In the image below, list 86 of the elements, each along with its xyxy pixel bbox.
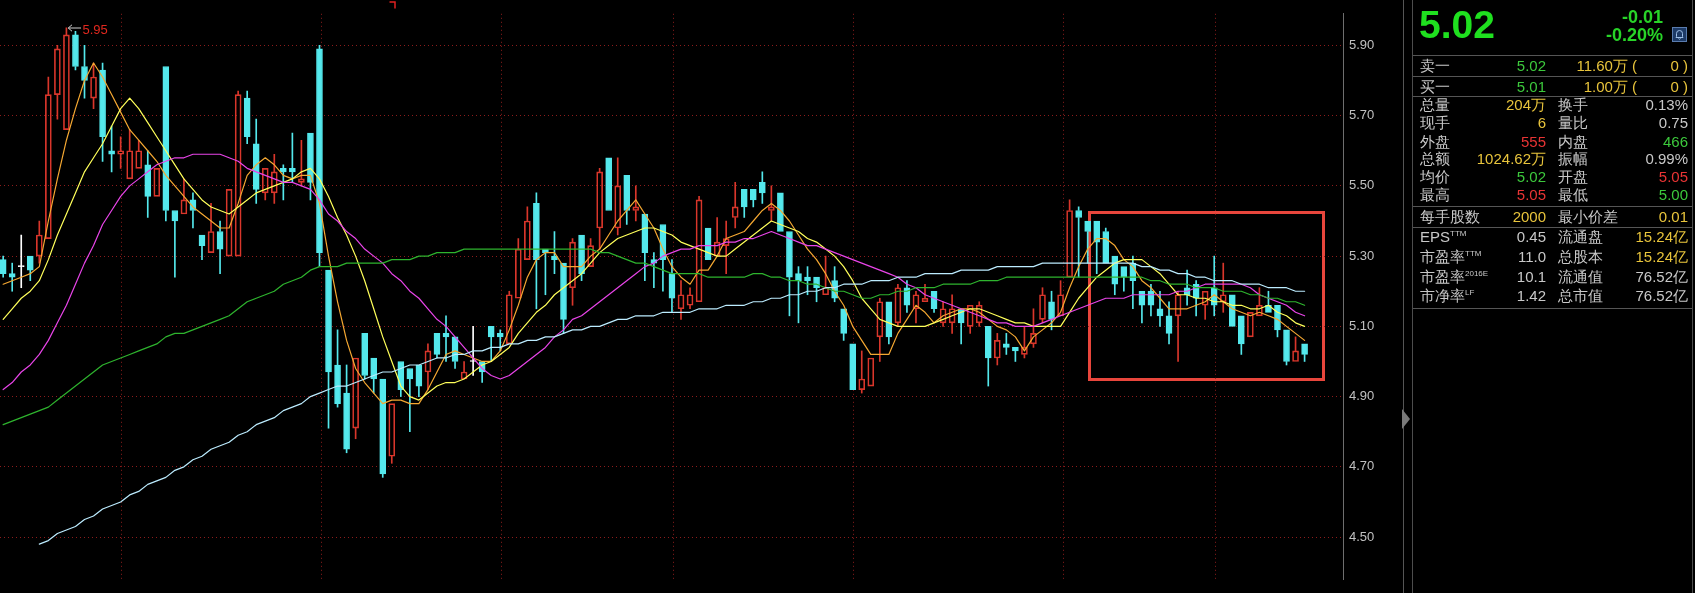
text: 0 ): [1670, 78, 1688, 96]
text: 开盘: [1558, 168, 1588, 186]
text: 5.05: [1516, 186, 1546, 204]
text: 量比: [1558, 114, 1588, 132]
text: 1.42: [1516, 287, 1546, 305]
text: 1.00万 (: [1583, 78, 1637, 96]
text: 0.13%: [1645, 96, 1688, 114]
text: 均价: [1420, 168, 1450, 186]
text: 5.00: [1658, 186, 1688, 204]
text: 0.75: [1658, 114, 1688, 132]
y-tick-label: 5.30: [1349, 247, 1375, 263]
text: 每手股数: [1420, 208, 1480, 226]
y-tick-label: 5.10: [1349, 317, 1375, 333]
y-tick-label: 4.90: [1349, 388, 1375, 404]
text: 204万: [1505, 96, 1546, 114]
text: 最低: [1558, 186, 1588, 204]
text: 最高: [1420, 186, 1450, 204]
candlestick: [984, 326, 992, 387]
text: 换手: [1558, 96, 1588, 114]
text: 1024.62万: [1476, 150, 1546, 168]
text: 0.99%: [1645, 150, 1688, 168]
text: 最小价差: [1558, 208, 1618, 226]
text: 5.02: [1516, 168, 1546, 186]
candlestick: [777, 192, 784, 232]
candlestick: [605, 157, 613, 211]
text: 市盈率$^{2016E}$: [1420, 268, 1489, 286]
text: 15.24亿: [1635, 228, 1688, 246]
candlestick: [379, 378, 387, 478]
candlestick: [749, 189, 757, 208]
candlestick: [1120, 266, 1128, 292]
candlestick: [1084, 220, 1092, 264]
candlestick: [487, 326, 495, 362]
text: 76.52亿: [1635, 287, 1688, 305]
text: 2000: [1512, 208, 1546, 226]
text: EPS$^{TTM}$: [1420, 228, 1467, 246]
candlestick: [1228, 294, 1236, 327]
text: 0.45: [1516, 228, 1546, 246]
text: 外盘: [1420, 133, 1450, 151]
candlestick: [740, 189, 748, 218]
text: 11.0: [1517, 248, 1546, 266]
candlestick: [1093, 220, 1101, 274]
text: -0.01: [1621, 7, 1663, 27]
text: 市盈率$^{TTM}$: [1420, 248, 1482, 266]
candlestick: [26, 255, 34, 282]
y-tick-label: 5.50: [1349, 177, 1375, 193]
text: 总市值: [1558, 287, 1603, 305]
y-tick-label: 5.70: [1349, 107, 1375, 123]
text: 5.02: [1419, 3, 1495, 47]
text: 11.60万 (: [1576, 57, 1637, 75]
candlestick: [1238, 315, 1245, 355]
text: 6: [1537, 114, 1546, 132]
candlestick: [144, 150, 152, 218]
text: 466: [1662, 133, 1688, 151]
text: 0 ): [1670, 57, 1688, 75]
text: -0.20%: [1605, 25, 1663, 45]
text: 总额: [1420, 150, 1450, 168]
candlestick: [8, 262, 16, 292]
candlestick: [623, 175, 631, 225]
text: 振幅: [1558, 150, 1588, 168]
text: 内盘: [1558, 133, 1588, 151]
candlestick: [243, 90, 251, 145]
text: 15.24亿: [1635, 248, 1688, 266]
text: 卖一: [1420, 57, 1450, 75]
candlestick: [849, 343, 857, 390]
text: 10.1: [1516, 268, 1546, 286]
text: 5.05: [1658, 168, 1688, 186]
text: 5.01: [1516, 78, 1546, 96]
y-tick-label: 4.50: [1349, 528, 1375, 544]
text: 现手: [1420, 114, 1450, 132]
text: 76.52亿: [1635, 268, 1688, 286]
candlestick: [370, 357, 378, 394]
text: 总股本: [1558, 248, 1603, 266]
text: 市净率$^{LF}$: [1420, 287, 1475, 305]
text: 买一: [1420, 78, 1450, 96]
text: 流通值: [1558, 268, 1603, 286]
candlestick: [252, 118, 260, 204]
candlestick: [759, 171, 766, 204]
text: 0.01: [1658, 208, 1688, 226]
text: 555: [1520, 133, 1546, 151]
text: 5.02: [1516, 57, 1546, 75]
y-tick-label: 4.70: [1349, 458, 1375, 474]
text: 总量: [1420, 96, 1450, 114]
candlestick: [1156, 290, 1164, 327]
annotation: 5.95: [82, 22, 108, 38]
y-tick-label: 5.90: [1349, 36, 1375, 52]
text: 流通盘: [1558, 228, 1603, 246]
